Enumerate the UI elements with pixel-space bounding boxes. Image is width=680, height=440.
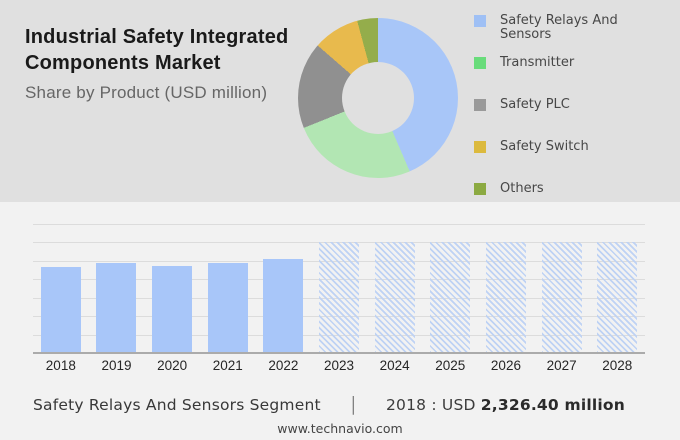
donut-chart [298, 18, 458, 178]
bar-slot [311, 224, 367, 353]
stat-value: 2,326.40 million [480, 396, 625, 414]
forecast-bar-2024 [374, 242, 415, 353]
x-tick-2025: 2025 [435, 358, 466, 373]
forecast-bar-2023 [319, 242, 360, 353]
legend-swatch [474, 15, 486, 27]
legend-item: Safety Relays And Sensors [474, 14, 640, 42]
x-tick-2023: 2023 [324, 358, 355, 373]
stat-prefix: 2018 : USD [386, 396, 476, 414]
x-tick-2020: 2020 [157, 358, 188, 373]
legend-item: Others [474, 182, 640, 196]
bar-slot [144, 224, 200, 353]
page-title-line2: Components Market [25, 52, 221, 74]
legend-item: Safety PLC [474, 98, 640, 112]
legend-label: Safety Switch [500, 139, 589, 154]
bar-slot [200, 224, 256, 353]
donut-hole [342, 62, 414, 134]
separator-pipe: | [350, 393, 357, 415]
chart-panel: 2018 2019 2020 2021 2022 2023 2024 2025 2026 2027… [0, 202, 680, 440]
x-tick-2027: 2027 [546, 358, 577, 373]
bar-slot [589, 224, 645, 353]
gridline [33, 224, 645, 225]
legend-item: Safety Switch [474, 140, 640, 154]
bar-2018 [40, 267, 81, 353]
legend-swatch [474, 57, 486, 69]
page-subtitle: Share by Product (USD million) [25, 83, 268, 102]
bar-slot [478, 224, 534, 353]
legend-label: Others [500, 181, 544, 196]
bar-slot [89, 224, 145, 353]
forecast-bar-2025 [430, 242, 471, 353]
x-axis-line [33, 352, 645, 354]
bar-2019 [96, 263, 137, 353]
legend-swatch [474, 141, 486, 153]
bar-slot [422, 224, 478, 353]
bar-2020 [152, 266, 193, 353]
bar-slot [367, 224, 423, 353]
bars-row [33, 224, 645, 353]
bar-slot [256, 224, 312, 353]
x-tick-2028: 2028 [602, 358, 633, 373]
x-tick-2026: 2026 [490, 358, 521, 373]
page-title-line1: Industrial Safety Integrated [25, 26, 289, 48]
x-tick-2021: 2021 [212, 358, 243, 373]
x-tick-2024: 2024 [379, 358, 410, 373]
x-tick-2022: 2022 [268, 358, 299, 373]
forecast-bar-2026 [485, 242, 526, 353]
header-panel: Industrial Safety Integrated Components … [0, 0, 680, 202]
legend-item: Transmitter [474, 56, 640, 70]
title-block: Industrial Safety Integrated Components … [25, 24, 290, 103]
x-tick-2019: 2019 [101, 358, 132, 373]
segment-label: Safety Relays And Sensors Segment [33, 396, 321, 414]
legend-label: Safety PLC [500, 97, 570, 112]
bar-chart [33, 224, 645, 354]
bar-2022 [263, 259, 304, 353]
x-tick-2018: 2018 [45, 358, 76, 373]
bar-2021 [207, 263, 248, 353]
bar-slot [534, 224, 590, 353]
legend-label: Safety Relays And Sensors [500, 13, 618, 42]
forecast-bar-2027 [541, 242, 582, 353]
legend-swatch [474, 99, 486, 111]
legend-label: Transmitter [500, 55, 575, 70]
bar-slot [33, 224, 89, 353]
x-axis-labels: 2018 2019 2020 2021 2022 2023 2024 2025 2026 2027… [33, 358, 645, 373]
website-text: www.technavio.com [277, 421, 403, 436]
stat-2018: 2018 : USD 2,326.40 million [386, 396, 625, 414]
chart-legend: Safety Relays And Sensors Transmitter Safe… [474, 14, 674, 199]
legend-swatch [474, 183, 486, 195]
forecast-bar-2028 [597, 242, 638, 353]
